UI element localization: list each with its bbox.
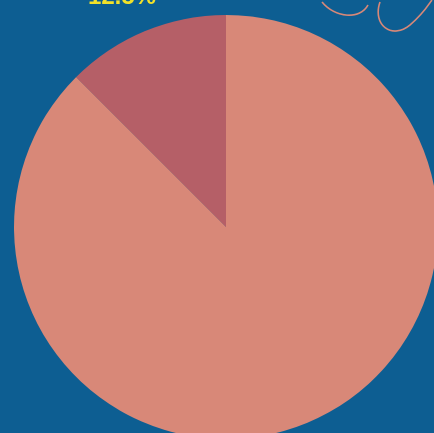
chart: 12.5% xyxy=(0,0,434,433)
page: 12.5% (() => { const data = JSON.parse(d… xyxy=(0,0,434,433)
pie xyxy=(14,15,434,433)
data-label: 12.5% xyxy=(88,0,156,10)
